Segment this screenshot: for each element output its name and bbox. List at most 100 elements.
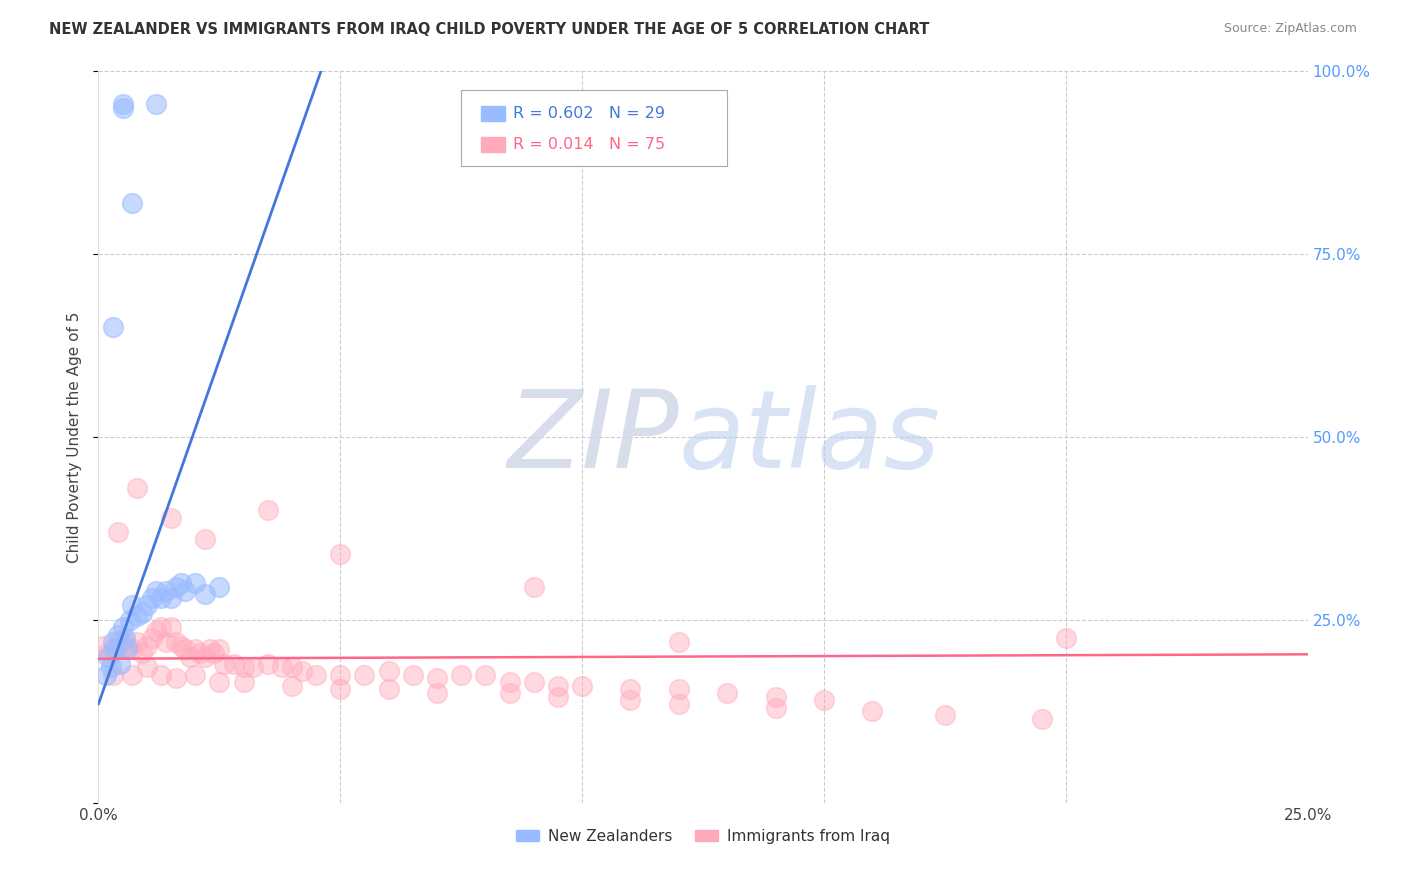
Point [117, 639, 139, 653]
Point [160, 591, 183, 605]
Point [208, 580, 231, 594]
Point [188, 646, 211, 660]
Point [426, 686, 449, 700]
Point [135, 639, 157, 653]
Point [184, 667, 207, 681]
Point [668, 697, 690, 711]
Point [813, 693, 835, 707]
Point [198, 642, 221, 657]
Point [498, 686, 520, 700]
Text: atlas: atlas [679, 384, 941, 490]
Point [765, 690, 787, 704]
Point [169, 639, 191, 653]
Point [716, 686, 738, 700]
Point [107, 635, 129, 649]
Point [271, 660, 294, 674]
Point [194, 533, 217, 547]
Point [450, 667, 472, 681]
Point [118, 613, 141, 627]
FancyBboxPatch shape [481, 106, 505, 121]
Point [860, 705, 883, 719]
Point [377, 664, 399, 678]
Point [547, 679, 569, 693]
Point [256, 657, 278, 671]
Point [121, 599, 143, 613]
Point [101, 635, 124, 649]
Point [101, 667, 124, 681]
Point [150, 620, 173, 634]
Point [668, 682, 690, 697]
Point [155, 635, 177, 649]
Point [101, 320, 124, 334]
Point [150, 591, 173, 605]
Point [547, 690, 569, 704]
Point [281, 679, 304, 693]
Point [765, 700, 787, 714]
Point [668, 635, 690, 649]
Point [377, 682, 399, 697]
Point [127, 635, 149, 649]
Point [329, 547, 352, 561]
Point [121, 642, 143, 657]
Point [121, 196, 143, 211]
Text: R = 0.602   N = 29: R = 0.602 N = 29 [513, 106, 665, 121]
Point [145, 583, 167, 598]
Point [194, 587, 217, 601]
Point [131, 646, 153, 660]
Point [174, 583, 197, 598]
Point [426, 672, 449, 686]
Point [179, 649, 201, 664]
Point [97, 649, 120, 664]
Point [135, 599, 157, 613]
Point [523, 580, 546, 594]
Point [474, 667, 496, 681]
Point [111, 101, 134, 115]
Point [111, 97, 134, 112]
Point [169, 576, 191, 591]
Point [100, 660, 122, 674]
Point [242, 660, 264, 674]
Point [222, 657, 245, 671]
Point [1054, 632, 1077, 646]
Text: NEW ZEALANDER VS IMMIGRANTS FROM IRAQ CHILD POVERTY UNDER THE AGE OF 5 CORRELATI: NEW ZEALANDER VS IMMIGRANTS FROM IRAQ CH… [49, 22, 929, 37]
Point [107, 627, 129, 641]
Point [127, 609, 149, 624]
Point [94, 667, 117, 681]
Point [212, 657, 235, 671]
Point [104, 642, 127, 657]
Point [97, 646, 120, 660]
Point [281, 660, 304, 674]
Point [232, 675, 254, 690]
Point [117, 642, 139, 657]
Point [165, 580, 187, 594]
Point [184, 642, 207, 657]
Point [114, 632, 136, 646]
Point [619, 682, 641, 697]
Point [184, 576, 207, 591]
Point [305, 667, 328, 681]
Point [934, 708, 956, 723]
Point [523, 675, 546, 690]
Point [353, 667, 375, 681]
Point [145, 97, 167, 112]
Point [150, 667, 173, 681]
Point [127, 481, 149, 495]
Point [160, 620, 183, 634]
Point [91, 639, 114, 653]
Point [204, 646, 226, 660]
Point [329, 667, 352, 681]
Point [145, 624, 167, 638]
Text: ZIP: ZIP [508, 384, 679, 490]
Point [619, 693, 641, 707]
Point [141, 632, 163, 646]
Point [111, 635, 134, 649]
FancyBboxPatch shape [461, 90, 727, 167]
Point [208, 642, 231, 657]
Point [108, 657, 131, 671]
Point [290, 664, 312, 678]
Point [174, 642, 197, 657]
Point [131, 606, 153, 620]
Legend: New Zealanders, Immigrants from Iraq: New Zealanders, Immigrants from Iraq [509, 822, 897, 850]
Point [232, 660, 254, 674]
Point [135, 660, 157, 674]
